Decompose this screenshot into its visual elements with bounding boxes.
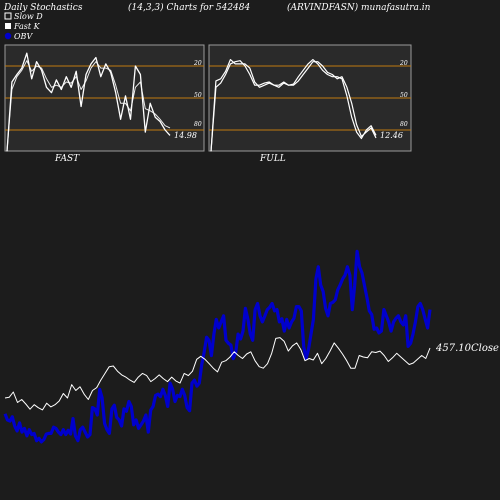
legend-slow-d-label: Slow D <box>14 12 43 21</box>
full-last-value-label: 12.46 <box>380 131 403 140</box>
full-tick-20: 80 <box>400 121 408 128</box>
header-left-title: Daily Stochastics <box>3 3 83 13</box>
legend-obv-swatch <box>4 32 12 40</box>
fast-stochastic-panel: 20 50 80 14.98 FAST <box>4 44 205 164</box>
header-right-title: (ARVINDFASN) munafasutra.in <box>287 2 431 13</box>
close-price-line <box>4 337 431 411</box>
legend: Slow D Fast K OBV <box>4 12 43 41</box>
fast-tick-50: 50 <box>194 92 202 99</box>
close-last-value-label: 457.10Close <box>435 343 499 354</box>
full-tick-80: 20 <box>399 60 408 67</box>
full-series-slow-d <box>210 58 377 152</box>
full-series-fast-k <box>210 58 377 152</box>
obv-line <box>3 249 432 444</box>
fast-panel-label: FAST <box>54 154 80 164</box>
full-panel-label: FULL <box>259 154 286 164</box>
legend-slow-d-swatch <box>4 12 12 20</box>
fast-last-value-label: 14.98 <box>174 131 197 140</box>
price-obv-area: 457.10Close <box>3 249 499 444</box>
fast-tick-80: 20 <box>193 60 202 67</box>
legend-fast-k-swatch <box>5 23 11 29</box>
full-tick-50: 50 <box>400 92 408 99</box>
fast-series-fast-k <box>6 52 171 152</box>
fast-tick-20: 80 <box>194 121 202 128</box>
legend-obv-label: OBV <box>14 32 33 41</box>
legend-fast-k-label: Fast K <box>13 22 41 31</box>
fast-series-slow-d <box>6 60 171 152</box>
full-stochastic-panel: 20 50 80 12.46 FULL <box>208 44 412 164</box>
header-center-title: (14,3,3) Charts for 542484 <box>128 2 250 13</box>
